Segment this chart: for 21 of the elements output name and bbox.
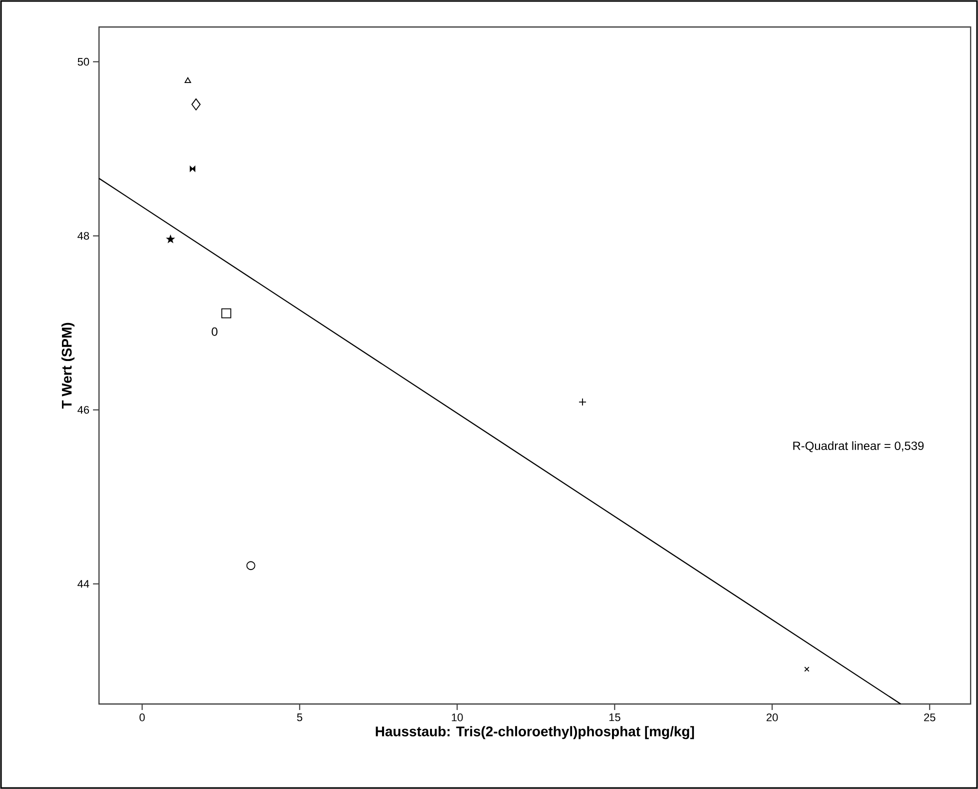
point bbox=[804, 666, 810, 672]
point bbox=[166, 235, 174, 243]
y-tick-label: 44 bbox=[78, 580, 90, 588]
point bbox=[184, 77, 192, 83]
x-tick-label: 20 bbox=[766, 714, 778, 722]
y-tick-label: 50 bbox=[78, 58, 90, 66]
x-axis-title: Hausstaub: Tris(2-chloroethyl)phosphat [mg/kg] bbox=[376, 726, 694, 740]
point bbox=[191, 98, 201, 110]
x-tick-label: 0 bbox=[140, 714, 145, 722]
point bbox=[578, 398, 586, 406]
annotation: R-Quadrat linear = 0,539 bbox=[793, 441, 924, 452]
x-tick-label: 10 bbox=[452, 714, 463, 722]
x-tick-label: 5 bbox=[297, 714, 302, 722]
x-tick-label: 15 bbox=[609, 714, 620, 722]
point bbox=[221, 308, 232, 318]
x-tick-label: 25 bbox=[924, 714, 936, 722]
y-axis-title: T Wert (SPM) bbox=[61, 322, 74, 409]
annotation: 0 bbox=[212, 327, 218, 336]
y-tick-label: 46 bbox=[78, 406, 89, 414]
y-tick-label: 48 bbox=[78, 232, 89, 240]
point bbox=[246, 561, 256, 570]
